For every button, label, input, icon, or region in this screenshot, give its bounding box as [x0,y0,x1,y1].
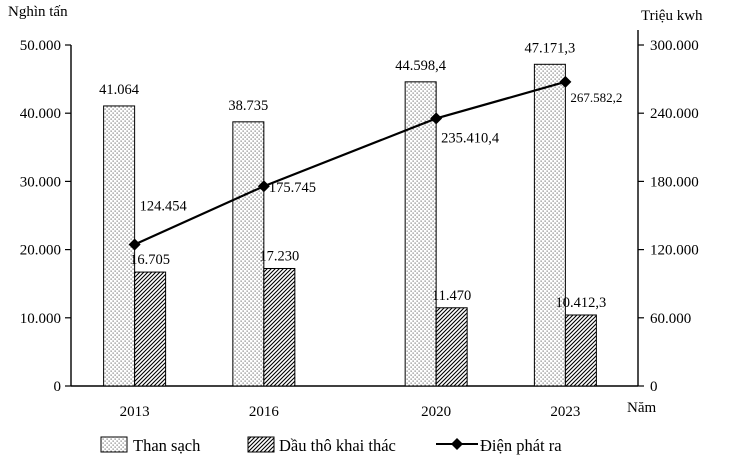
legend-diamond-icon [451,438,463,450]
legend-swatch-hatch [247,436,275,453]
left-tick-label: 10.000 [20,311,61,327]
right-tick-label: 180.000 [650,174,699,190]
left-tick-label: 40.000 [20,106,61,122]
data-labels: 41.064 16.705 38.735 17.230 44.598,4 11.470 47… [99,40,622,311]
left-tick-label: 50.000 [20,38,61,54]
bar-than-sach [404,81,437,387]
legend-label-dau-tho: Dầu thô khai thác [279,436,396,455]
x-tick-label: 2020 [421,404,451,420]
data-label-dien: 124.454 [140,199,188,215]
left-tick-label: 0 [54,379,62,395]
bar-dau-tho [435,307,468,387]
line-series [128,75,572,251]
point-dien-phat-ra [559,75,572,88]
right-axis-title: Triệu kwh [641,8,703,24]
point-dien-phat-ra [257,180,270,193]
legend-item-dau-tho: Dầu thô khai thác [247,436,396,455]
data-label-than-sach: 47.171,3 [525,40,576,56]
left-axis-title: Nghìn tấn [8,4,68,20]
data-label-dau-tho: 16.705 [130,252,170,268]
bar-dau-tho [134,271,167,387]
x-axis-title: Năm [627,400,656,416]
data-label-dau-tho: 11.470 [432,288,471,304]
bar-than-sach [232,121,265,387]
bar-dau-tho [564,314,597,387]
point-dien-phat-ra [430,112,443,125]
legend-item-dien: Điện phát ra [436,436,562,455]
x-tick-label: 2023 [550,404,580,420]
data-label-than-sach: 41.064 [99,82,140,98]
data-label-dien: 267.582,2 [570,90,622,105]
data-label-than-sach: 38.735 [228,98,268,114]
data-label-dien: 175.745 [269,180,316,196]
legend-swatch-dots [100,436,128,453]
bars [103,63,597,387]
data-label-dien: 235.410,4 [441,130,500,146]
legend-label-than-sach: Than sạch [133,436,201,455]
right-tick-label: 120.000 [650,243,699,259]
data-label-dau-tho: 17.230 [259,248,299,264]
line-dien-phat-ra [134,80,566,246]
data-label-dau-tho: 10.412,3 [556,295,607,311]
point-dien-phat-ra [128,238,141,251]
x-tick-label: 2013 [120,404,150,420]
bar-than-sach [103,105,136,387]
right-tick-label: 300.000 [650,38,699,54]
bar-than-sach [533,63,566,387]
right-tick-label: 240.000 [650,106,699,122]
legend-label-dien: Điện phát ra [480,436,562,455]
right-tick-label: 60.000 [650,311,691,327]
left-tick-label: 30.000 [20,174,61,190]
legend-item-than-sach: Than sạch [100,436,201,455]
legend: Than sạch Dầu thô khai thác Điện phát ra [100,436,562,455]
x-tick-label: 2016 [249,404,280,420]
data-label-than-sach: 44.598,4 [395,58,447,74]
axes: 0 10.000 20.000 30.000 40.000 50.000 0 60.000 12… [20,30,699,420]
right-tick-label: 0 [650,379,658,395]
left-tick-label: 20.000 [20,243,61,259]
bar-dau-tho [263,267,296,387]
